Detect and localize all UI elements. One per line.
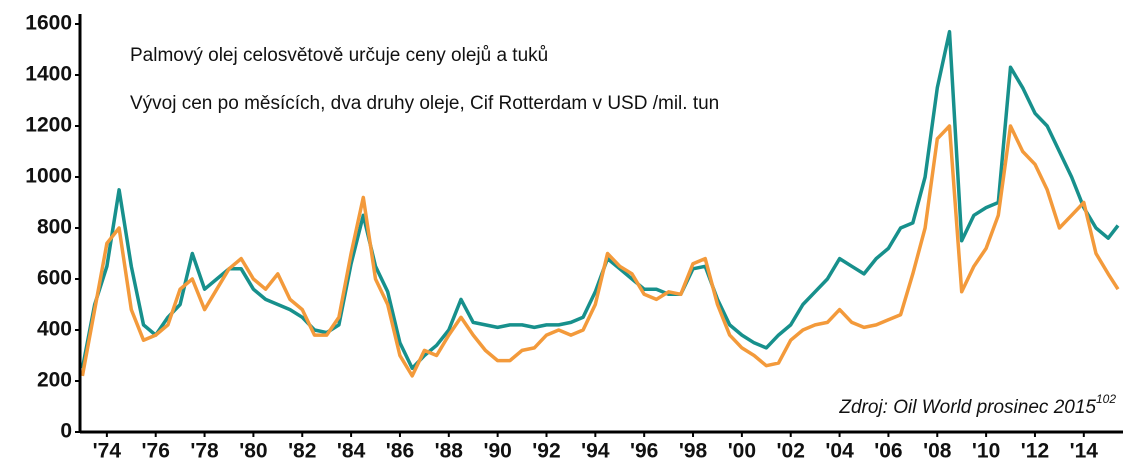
- x-tick-label: '74: [93, 440, 122, 463]
- y-tick-label: 0: [60, 420, 72, 443]
- x-tick-label: '04: [825, 440, 854, 463]
- x-tick-label: '86: [386, 440, 414, 463]
- x-tick-label: '88: [435, 440, 464, 463]
- x-tick-label: '84: [337, 440, 366, 463]
- series-line: [80, 124, 1120, 378]
- x-tick-label: '10: [972, 440, 1000, 463]
- source-note: 102: [1096, 392, 1116, 406]
- x-tick-label: '12: [1021, 440, 1049, 463]
- x-tick-label: '96: [630, 440, 658, 463]
- x-tick-label: '06: [874, 440, 902, 463]
- y-tick-label: 600: [37, 267, 72, 290]
- x-tick-label: '14: [1070, 440, 1099, 463]
- x-tick-label: '92: [532, 440, 560, 463]
- x-tick-label: '94: [581, 440, 610, 463]
- x-tick-label: '76: [142, 440, 170, 463]
- y-tick-label: 200: [37, 369, 72, 392]
- x-tick-label: '98: [679, 440, 708, 463]
- x-tick-label: '02: [777, 440, 805, 463]
- x-tick-label: '80: [239, 440, 267, 463]
- chart-subtitle: Vývoj cen po měsících, dva druhy oleje, …: [130, 93, 719, 114]
- y-tick-label: 800: [37, 216, 72, 239]
- x-tick-label: '82: [288, 440, 316, 463]
- y-tick-label: 1600: [25, 12, 72, 35]
- x-tick-label: '78: [190, 440, 219, 463]
- source-text: Zdroj: Oil World prosinec 2015: [838, 397, 1096, 418]
- y-tick-label: 1000: [25, 165, 72, 188]
- y-tick-label: 400: [37, 318, 72, 341]
- source: Zdroj: Oil World prosinec 2015102: [838, 392, 1116, 418]
- x-tick-label: '08: [923, 440, 952, 463]
- x-tick-label: '00: [728, 440, 756, 463]
- chart-title: Palmový olej celosvětově určuje ceny ole…: [130, 45, 548, 66]
- y-tick-label: 1400: [25, 63, 72, 86]
- y-tick-label: 1200: [25, 114, 72, 137]
- series-line: [80, 29, 1120, 371]
- x-tick-label: '90: [483, 440, 511, 463]
